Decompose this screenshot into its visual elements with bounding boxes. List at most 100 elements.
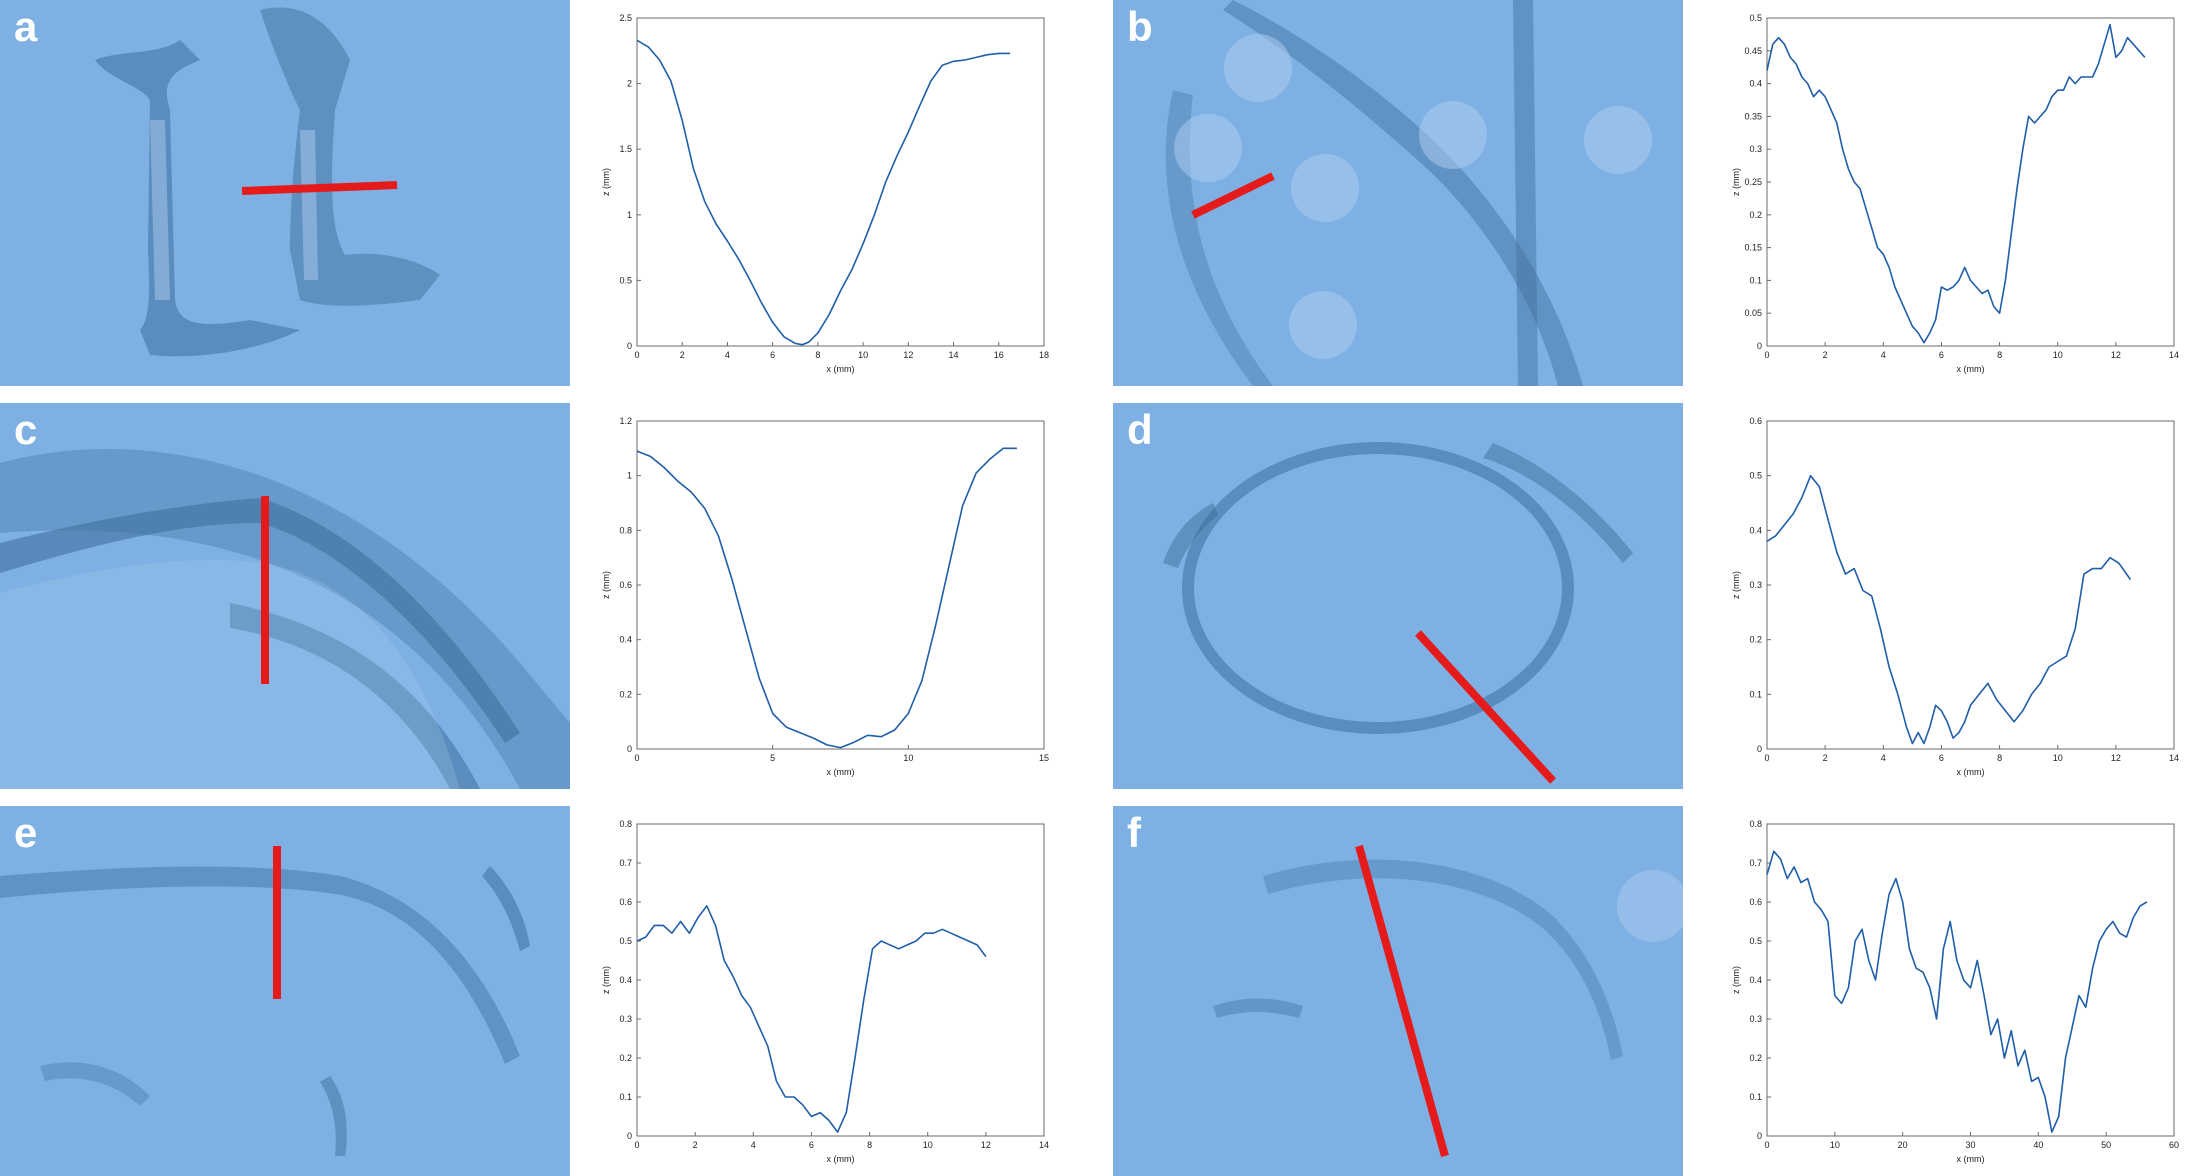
y-axis-label: z (mm) xyxy=(601,168,611,196)
y-axis-label: z (mm) xyxy=(1731,966,1741,994)
profile-series-line xyxy=(636,39,1011,346)
x-tick-label: 14 xyxy=(2169,753,2179,763)
profile-chart-f: 0 10 20 30 40 50 60 0 0.1 0.2 0.3 0.4 0.5 0.6 0.7 0.8 x … xyxy=(1715,806,2200,1176)
y-axis-label: z (mm) xyxy=(601,966,611,994)
y-tick-label: 1.5 xyxy=(619,144,632,154)
y-tick-label: 0 xyxy=(1757,1131,1762,1141)
x-tick-label: 8 xyxy=(867,1140,872,1150)
y-tick-label: 0.4 xyxy=(619,975,632,985)
y-tick-label: 0.3 xyxy=(619,1014,632,1024)
profile-chart-a: 0 2 4 6 8 10 12 14 16 18 0 0.5 1 1.5 2 2.5 x (mm) z (mm) xyxy=(585,0,1070,386)
x-tick-label: 0 xyxy=(634,753,639,763)
x-tick-label: 2 xyxy=(693,1140,698,1150)
y-axis-label: z (mm) xyxy=(1731,571,1741,599)
profile-series-line xyxy=(636,447,1017,749)
y-tick-label: 0.6 xyxy=(1749,416,1762,426)
x-tick-label: 6 xyxy=(1939,753,1944,763)
scan-image-b: b xyxy=(1113,0,1683,386)
panel-label-c: c xyxy=(14,406,38,453)
profile-chart-svg-d: 0 2 4 6 8 10 12 14 0 0.1 0.2 0.3 0.4 0.5 0.6 x (mm) z (m… xyxy=(1731,416,2179,777)
y-tick-label: 0 xyxy=(627,744,632,754)
x-tick-label: 4 xyxy=(1881,753,1886,763)
x-tick-label: 40 xyxy=(2033,1140,2043,1150)
y-tick-label: 0.15 xyxy=(1744,243,1762,253)
y-tick-label: 0.1 xyxy=(1749,689,1762,699)
y-tick-label: 0.1 xyxy=(1749,275,1762,285)
y-tick-label: 1.2 xyxy=(619,416,632,426)
y-tick-label: 0.6 xyxy=(1749,897,1762,907)
profile-series-line xyxy=(1766,850,2148,1133)
x-tick-label: 10 xyxy=(2053,350,2063,360)
x-tick-label: 10 xyxy=(1830,1140,1840,1150)
y-tick-label: 0 xyxy=(627,1131,632,1141)
x-axis-label: x (mm) xyxy=(1957,364,1985,374)
y-tick-label: 2 xyxy=(627,79,632,89)
y-tick-label: 0.2 xyxy=(619,1053,632,1063)
x-tick-label: 6 xyxy=(770,350,775,360)
y-tick-label: 0.6 xyxy=(619,580,632,590)
scan-image-d: d xyxy=(1113,403,1683,789)
x-tick-label: 12 xyxy=(981,1140,991,1150)
profile-chart-svg-b: 0 2 4 6 8 10 12 14 0 0.05 0.1 0.15 0.2 0.25 0.3 0.35 0.4… xyxy=(1731,13,2179,374)
profile-chart-b: 0 2 4 6 8 10 12 14 0 0.05 0.1 0.15 0.2 0.25 0.3 0.35 0.4… xyxy=(1715,0,2200,386)
profile-series-line xyxy=(1766,23,2146,344)
panel-label-a: a xyxy=(14,3,38,50)
scan-surface-a xyxy=(0,0,570,386)
panel-label-b: b xyxy=(1127,3,1153,50)
scan-surface-c xyxy=(0,403,570,789)
y-tick-label: 0.45 xyxy=(1744,46,1762,56)
plot-frame xyxy=(1766,17,2175,347)
x-tick-label: 4 xyxy=(1881,350,1886,360)
y-tick-label: 0.2 xyxy=(1749,210,1762,220)
cut-line-a xyxy=(241,181,398,195)
y-tick-label: 0.35 xyxy=(1744,111,1762,121)
y-tick-label: 0.5 xyxy=(1749,936,1762,946)
y-tick-label: 0.1 xyxy=(1749,1092,1762,1102)
x-tick-label: 0 xyxy=(634,350,639,360)
x-tick-label: 0 xyxy=(1764,753,1769,763)
x-tick-label: 6 xyxy=(1939,350,1944,360)
x-tick-label: 15 xyxy=(1039,753,1049,763)
y-tick-label: 0.3 xyxy=(1749,580,1762,590)
y-tick-label: 0.8 xyxy=(1749,819,1762,829)
y-tick-label: 1 xyxy=(627,471,632,481)
y-tick-label: 2.5 xyxy=(619,13,632,23)
x-axis-label: x (mm) xyxy=(827,1154,855,1164)
y-tick-label: 0.7 xyxy=(1749,858,1762,868)
plot-frame xyxy=(636,17,1045,347)
x-tick-label: 14 xyxy=(2169,350,2179,360)
panel-label-e: e xyxy=(14,809,38,856)
y-tick-label: 0.8 xyxy=(619,819,632,829)
x-tick-label: 20 xyxy=(1898,1140,1908,1150)
scan-surface-e xyxy=(0,806,570,1176)
x-tick-label: 30 xyxy=(1965,1140,1975,1150)
y-tick-label: 0 xyxy=(627,341,632,351)
x-tick-label: 4 xyxy=(725,350,730,360)
y-tick-label: 0.8 xyxy=(619,525,632,535)
y-tick-label: 0.25 xyxy=(1744,177,1762,187)
plot-frame xyxy=(1766,420,2175,750)
x-tick-label: 12 xyxy=(2111,350,2121,360)
scan-image-a: a xyxy=(0,0,570,386)
x-tick-label: 10 xyxy=(2053,753,2063,763)
plot-frame xyxy=(636,823,1045,1137)
y-tick-label: 0.3 xyxy=(1749,144,1762,154)
y-tick-label: 0.5 xyxy=(619,275,632,285)
x-tick-label: 16 xyxy=(994,350,1004,360)
x-tick-label: 0 xyxy=(1764,350,1769,360)
x-tick-label: 12 xyxy=(2111,753,2121,763)
x-tick-label: 5 xyxy=(770,753,775,763)
scan-image-e: e xyxy=(0,806,570,1176)
y-tick-label: 0 xyxy=(1757,744,1762,754)
x-tick-label: 0 xyxy=(634,1140,639,1150)
y-tick-label: 0.4 xyxy=(1749,975,1762,985)
y-tick-label: 0.5 xyxy=(1749,471,1762,481)
profile-chart-d: 0 2 4 6 8 10 12 14 0 0.1 0.2 0.3 0.4 0.5 0.6 x (mm) z (m… xyxy=(1715,403,2200,789)
x-tick-label: 50 xyxy=(2101,1140,2111,1150)
panel-label-d: d xyxy=(1127,406,1153,453)
y-axis-label: z (mm) xyxy=(601,571,611,599)
x-tick-label: 18 xyxy=(1039,350,1049,360)
x-tick-label: 4 xyxy=(751,1140,756,1150)
y-tick-label: 0.2 xyxy=(1749,1053,1762,1063)
profile-series-line xyxy=(636,905,987,1133)
